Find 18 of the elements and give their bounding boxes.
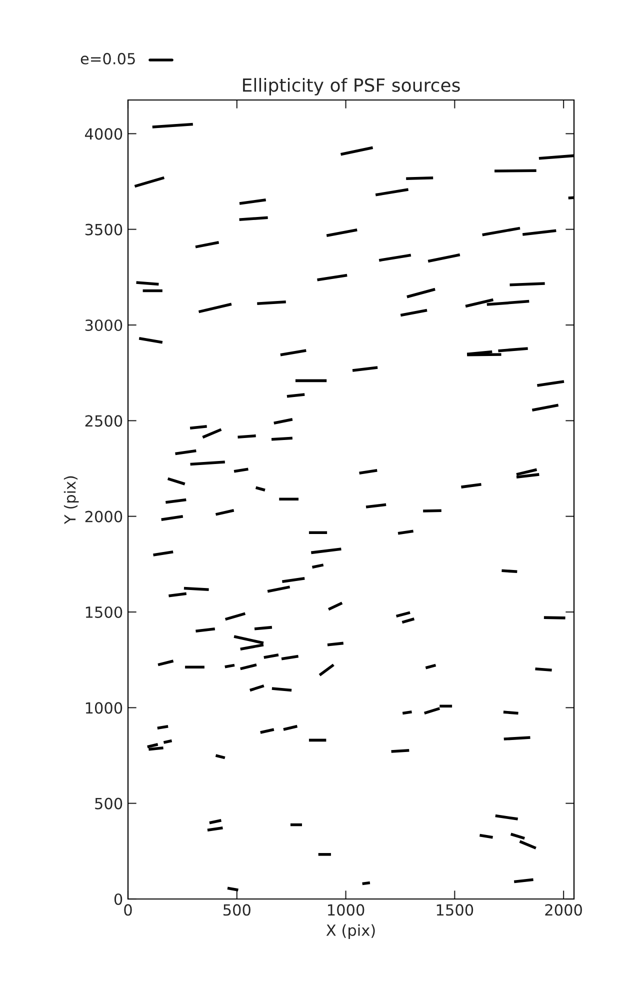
y-tick-label: 0 — [114, 893, 122, 906]
y-tick-label: 500 — [95, 798, 122, 810]
y-tick-label: 2000 — [85, 510, 122, 522]
x-tick-label: 2000 — [545, 904, 582, 916]
y-tick-label: 2500 — [85, 415, 122, 427]
y-tick-label: 3500 — [85, 224, 122, 236]
text: e=0.05 — [80, 52, 135, 64]
x-tick-label: 1000 — [328, 904, 364, 916]
x-tick-label: 1500 — [436, 904, 474, 916]
x-axis-title: X (pix) — [326, 924, 375, 939]
x-tick-label: 0 — [124, 904, 132, 916]
y-tick-label: 3000 — [85, 319, 122, 332]
y-tick-label: 1000 — [86, 702, 122, 714]
chart-title: Ellipticity of PSF sources — [243, 78, 460, 96]
y-tick-label: 4000 — [85, 128, 122, 140]
y-axis-title: Y (pix) — [64, 476, 79, 524]
y-tick-label: 1500 — [86, 606, 122, 618]
x-tick-label: 500 — [223, 904, 250, 916]
